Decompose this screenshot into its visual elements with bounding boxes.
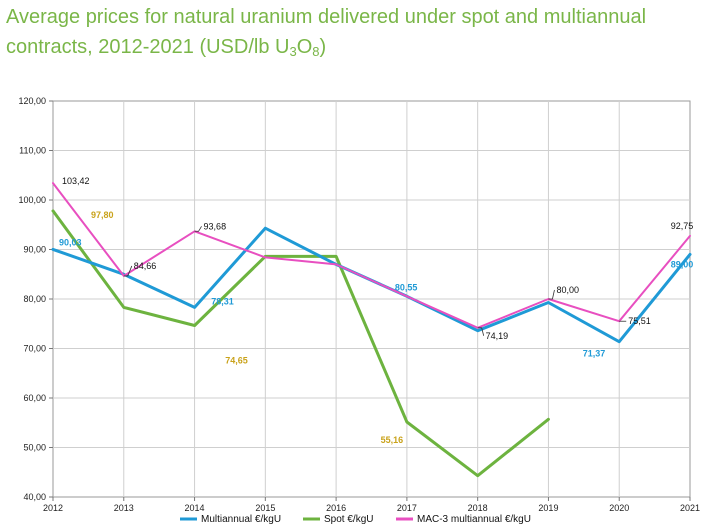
data-label-leader [548, 289, 555, 300]
data-label: 71,37 [583, 349, 606, 359]
y-tick-label: 50,00 [23, 443, 46, 453]
data-label: 80,00 [556, 285, 579, 295]
x-tick-label: 2014 [185, 503, 205, 513]
series-mac3-line [52, 182, 691, 329]
data-label: 75,51 [628, 316, 651, 326]
data-label: 78,31 [211, 296, 234, 306]
data-label: 84,66 [134, 261, 157, 271]
x-tick-label: 2020 [609, 503, 629, 513]
x-tick-label: 2021 [680, 503, 700, 513]
data-label: 90,03 [59, 237, 82, 247]
data-label: 93,68 [204, 221, 227, 231]
legend-label: Multiannual €/kgU [201, 514, 281, 525]
data-label: 92,75 [671, 221, 694, 231]
x-tick-label: 2017 [397, 503, 417, 513]
y-tick-label: 120,00 [18, 96, 46, 106]
data-label: 74,65 [225, 355, 248, 365]
y-tick-label: 40,00 [23, 492, 46, 502]
legend-item-spot: Spot €/kgU [303, 514, 373, 525]
x-tick-label: 2013 [114, 503, 134, 513]
y-tick-label: 110,00 [19, 146, 46, 156]
x-tick-label: 2015 [255, 503, 275, 513]
x-tick-label: 2019 [538, 503, 558, 513]
data-label: 80,55 [395, 282, 418, 292]
legend-item-multiannual: Multiannual €/kgU [180, 514, 281, 525]
data-label: 103,42 [62, 176, 90, 186]
legend-label: Spot €/kgU [324, 514, 373, 525]
y-tick-label: 100,00 [18, 195, 46, 205]
data-label-leader [477, 327, 485, 336]
x-tick-label: 2018 [468, 503, 488, 513]
y-tick-label: 60,00 [23, 393, 46, 403]
y-tick-label: 80,00 [23, 294, 46, 304]
legend-label: MAC-3 multiannual €/kgU [417, 514, 531, 525]
x-tick-label: 2016 [326, 503, 346, 513]
x-tick-label: 2012 [43, 503, 63, 513]
data-label-leader [123, 265, 133, 277]
legend-item-mac3: MAC-3 multiannual €/kgU [396, 514, 531, 525]
data-label: 89,00 [671, 259, 694, 269]
chart-title: Average prices for natural uranium deliv… [6, 6, 647, 59]
data-label: 74,19 [486, 331, 509, 341]
data-label-leader [194, 226, 202, 232]
data-label: 55,16 [381, 435, 404, 445]
y-tick-label: 90,00 [23, 245, 46, 255]
data-label: 97,80 [91, 210, 114, 220]
series-spot-line [51, 209, 550, 478]
y-tick-label: 70,00 [23, 344, 46, 354]
